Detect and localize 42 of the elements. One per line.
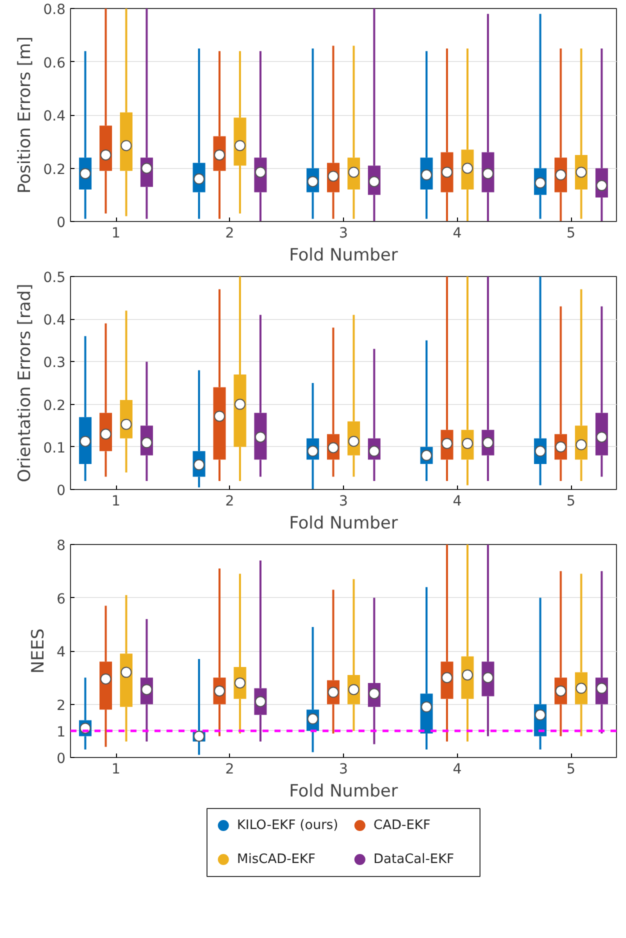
x-axis-title: Fold Number <box>289 782 398 802</box>
y-tick-label: 2 <box>56 698 66 714</box>
x-tick-label: 3 <box>339 494 348 510</box>
y-tick-label: 0.3 <box>43 355 66 372</box>
x-tick-label: 5 <box>566 226 576 242</box>
x-tick-label: 2 <box>225 226 234 242</box>
x-tick-label: 4 <box>452 494 462 510</box>
y-axis-title: NEES <box>28 628 49 674</box>
y-axis-title: Position Errors [m] <box>15 36 36 194</box>
y-tick-label: 1 <box>56 724 66 740</box>
x-tick-label: 1 <box>112 762 120 778</box>
y-tick-label: 6 <box>56 591 66 608</box>
y-tick-label: 0.5 <box>43 270 66 286</box>
x-tick-label: 4 <box>452 226 462 242</box>
y-tick-label: 0 <box>56 483 66 499</box>
legend-label: MisCAD-EKF <box>237 852 316 867</box>
y-tick-label: 0.2 <box>43 162 66 178</box>
y-tick-label: 0.4 <box>43 312 66 329</box>
x-tick-label: 1 <box>112 494 120 510</box>
y-tick-label: 0.4 <box>43 108 66 124</box>
legend-label: CAD-EKF <box>374 818 430 833</box>
x-axis-title: Fold Number <box>289 246 398 266</box>
y-tick-label: 0.2 <box>43 398 66 414</box>
x-tick-label: 3 <box>339 226 348 242</box>
x-tick-label: 5 <box>566 762 576 778</box>
y-tick-label: 0 <box>56 751 66 767</box>
x-tick-label: 1 <box>112 226 120 242</box>
x-tick-label: 5 <box>566 494 576 510</box>
x-axis-title: Fold Number <box>289 514 398 534</box>
x-tick-label: 4 <box>452 762 462 778</box>
x-tick-label: 3 <box>339 762 348 778</box>
y-tick-label: 0 <box>56 215 66 231</box>
y-tick-label: 0.6 <box>43 55 66 72</box>
legend-label: DataCal-EKF <box>374 852 454 867</box>
y-axis-title: Orientation Errors [rad] <box>15 284 36 482</box>
y-tick-label: 0.8 <box>43 2 66 18</box>
x-tick-label: 2 <box>225 762 234 778</box>
y-tick-label: 8 <box>56 538 66 554</box>
y-tick-label: 0.1 <box>43 440 66 456</box>
legend-label: KILO-EKF (ours) <box>237 818 338 833</box>
x-tick-label: 2 <box>225 494 234 510</box>
y-tick-label: 4 <box>56 644 66 660</box>
